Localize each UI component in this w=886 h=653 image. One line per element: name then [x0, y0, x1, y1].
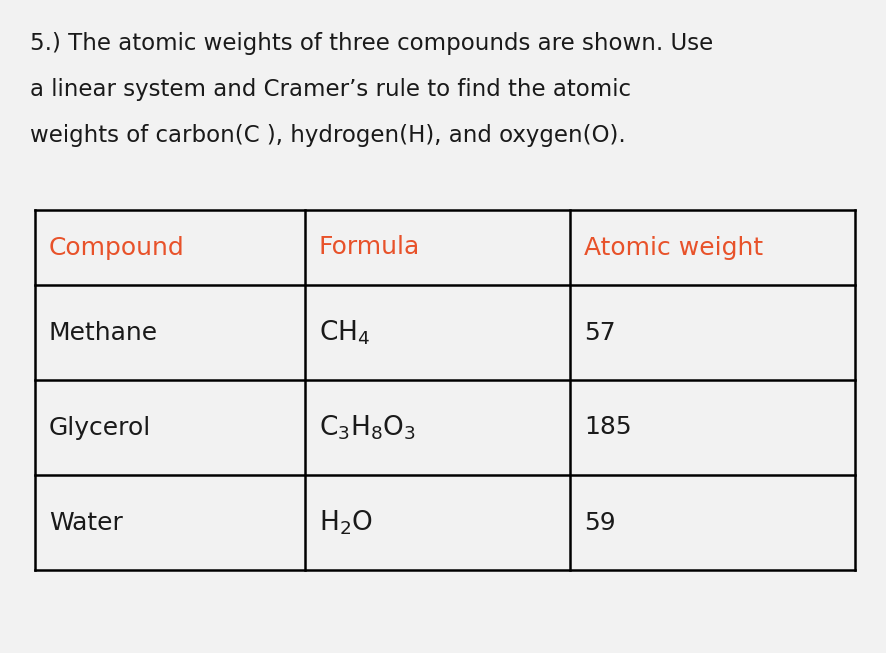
Text: a linear system and Cramer’s rule to find the atomic: a linear system and Cramer’s rule to fin…: [30, 78, 631, 101]
Text: $\mathregular{H_2O}$: $\mathregular{H_2O}$: [319, 508, 373, 537]
Text: Glycerol: Glycerol: [49, 415, 152, 439]
Text: Formula: Formula: [319, 236, 420, 259]
Text: Compound: Compound: [49, 236, 185, 259]
Text: $\mathregular{CH_4}$: $\mathregular{CH_4}$: [319, 318, 370, 347]
Text: Methane: Methane: [49, 321, 158, 345]
Text: 5.) The atomic weights of three compounds are shown. Use: 5.) The atomic weights of three compound…: [30, 32, 713, 55]
Text: 57: 57: [584, 321, 616, 345]
Text: weights of carbon(C ), hydrogen(H), and oxygen(O).: weights of carbon(C ), hydrogen(H), and …: [30, 124, 626, 147]
Text: Water: Water: [49, 511, 123, 535]
Text: 185: 185: [584, 415, 632, 439]
Text: Atomic weight: Atomic weight: [584, 236, 763, 259]
Text: $\mathregular{C_3H_8O_3}$: $\mathregular{C_3H_8O_3}$: [319, 413, 416, 441]
Text: 59: 59: [584, 511, 616, 535]
